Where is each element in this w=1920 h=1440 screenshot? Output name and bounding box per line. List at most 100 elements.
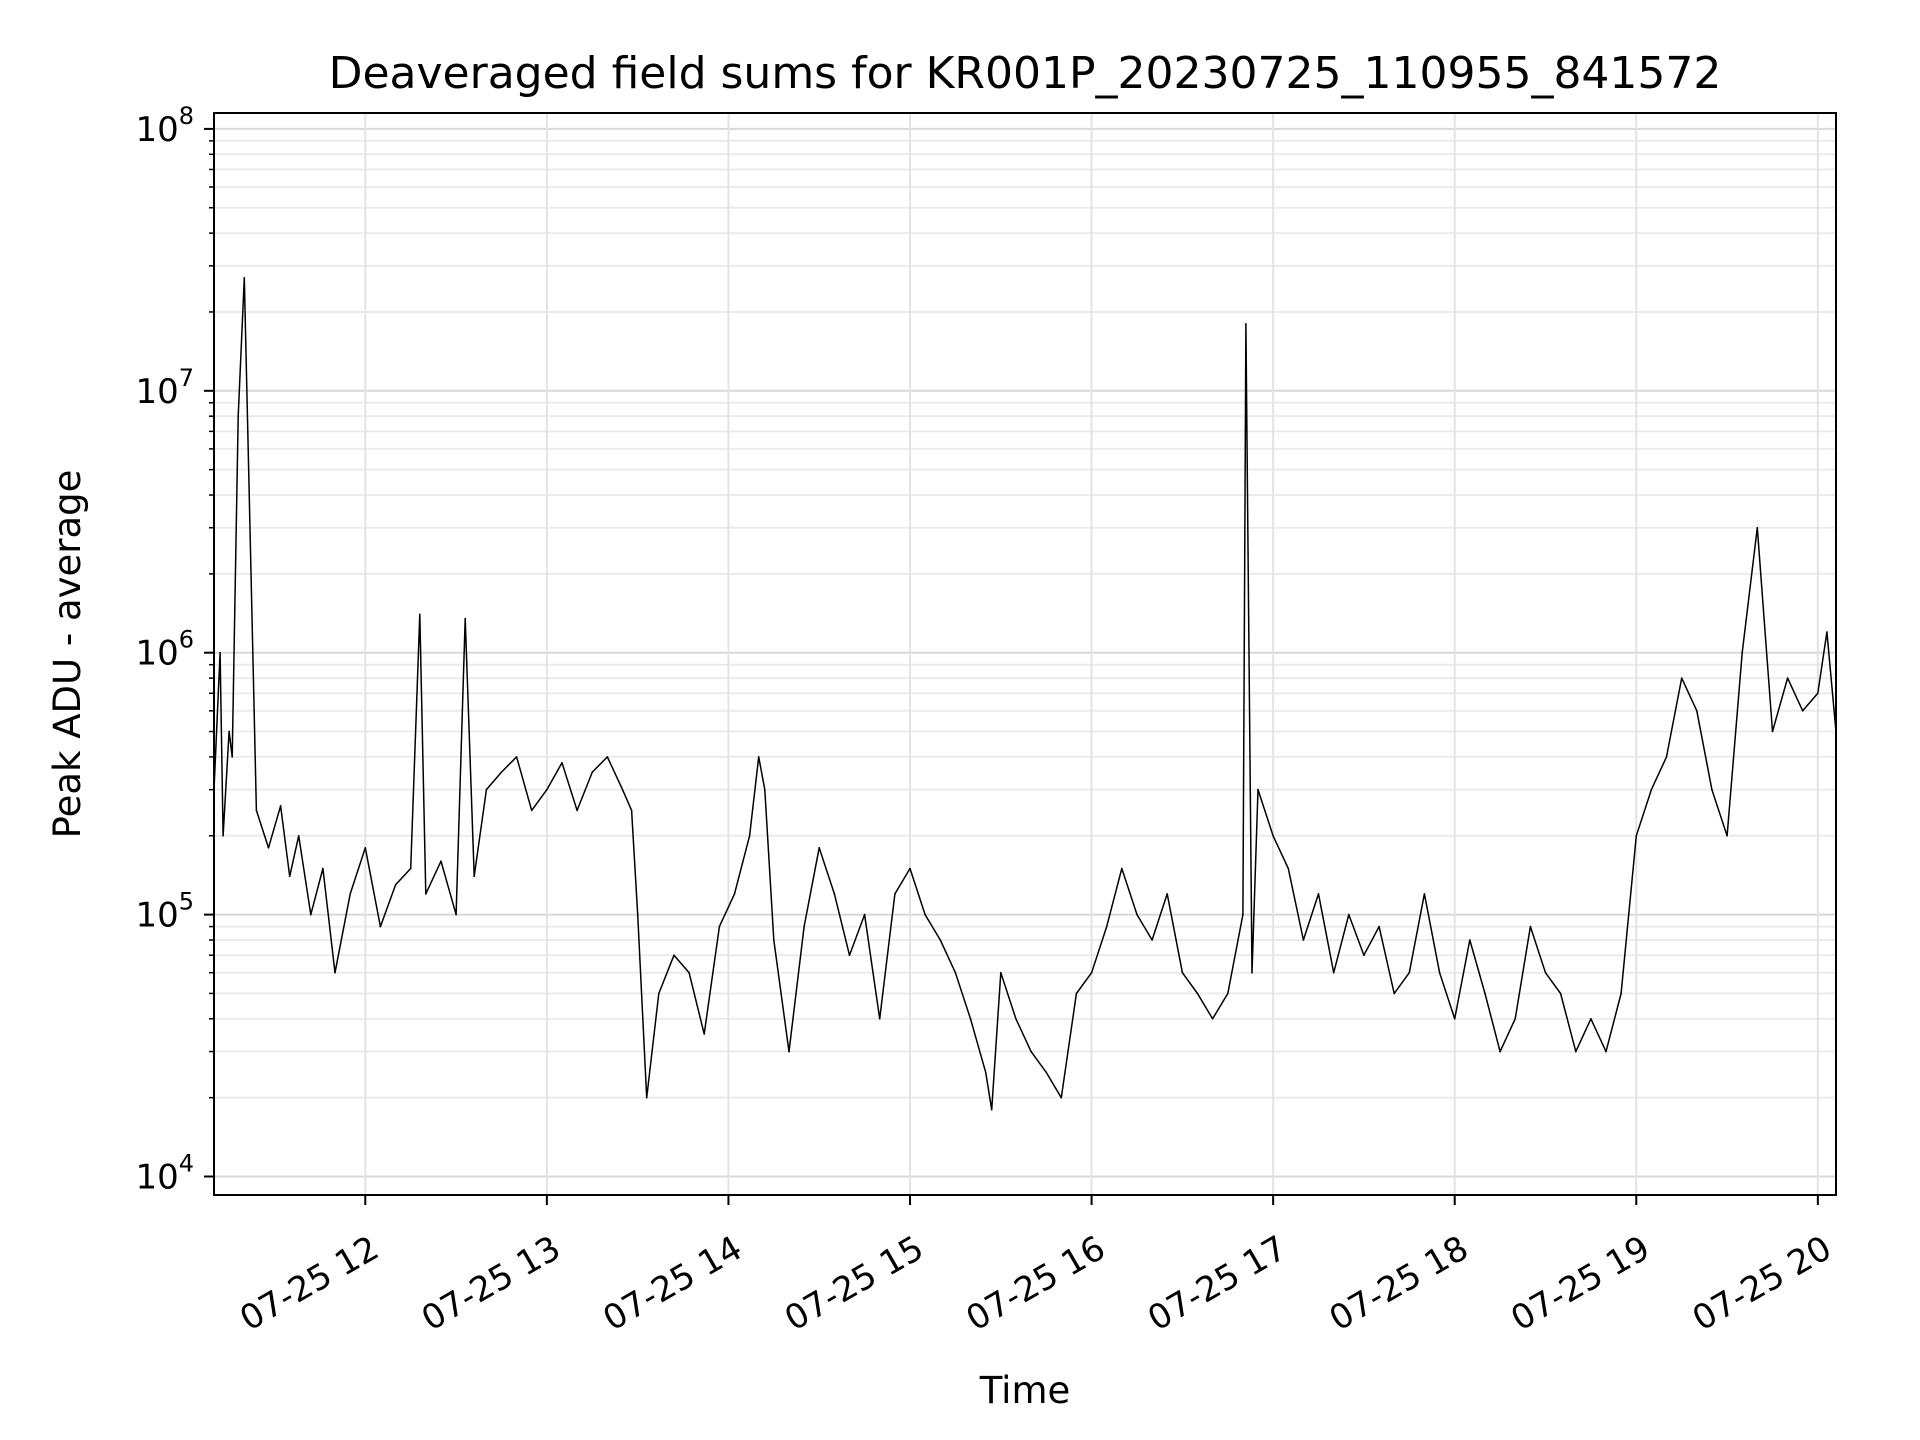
data-point [757,756,760,758]
data-point [1756,526,1759,529]
y-tick-base: 10 [135,110,178,150]
data-point [621,788,624,791]
data-point [718,925,721,928]
data-point [1635,835,1638,837]
data-point [576,809,578,812]
data-point [1000,971,1002,974]
data-point [1786,677,1789,679]
data-point [1559,992,1562,995]
data-point [1529,925,1532,928]
data-point [425,893,427,895]
data-point [1801,710,1804,712]
data-point [255,809,258,812]
data-point [310,913,312,916]
data-point [688,971,690,974]
data-point [1015,1018,1017,1020]
data-point [954,971,957,974]
data-point [848,954,851,956]
data-point [409,867,412,870]
grid-minor [214,139,1836,1099]
data-point [939,939,942,941]
data-point [1469,939,1471,941]
plot-frame [213,112,1837,1196]
data-point [773,939,775,941]
data-point [1060,1096,1063,1099]
data-point [1544,971,1547,974]
data-point [984,1071,987,1074]
data-point [1605,1050,1607,1053]
y-axis-label: Peak ADU - average [46,470,89,839]
data-point [440,860,442,862]
data-point [1650,788,1653,791]
y-tick-exponent: 6 [179,626,194,654]
y-tick-base: 10 [135,372,178,412]
data-point [1826,631,1828,633]
grid-major [214,113,1836,1195]
data-point [703,1033,705,1035]
y-tick-exponent: 5 [179,888,194,916]
data-point [334,971,336,974]
data-point [818,847,820,849]
data-point [561,762,563,764]
data-point [1408,971,1411,974]
x-axis-label: Time [979,1369,1071,1412]
data-point [1196,992,1199,995]
data-point [455,913,457,916]
data-point [733,893,736,895]
data-point [1771,730,1774,733]
data-point [473,875,476,878]
data-point [1590,1018,1592,1020]
data-point [1348,913,1350,916]
data-point [909,867,911,870]
data-point [1665,756,1668,758]
y-tick-label: 108 [135,102,194,150]
data-point [863,913,866,916]
data-point [222,835,224,837]
data-point [1030,1050,1032,1053]
data-point [288,875,291,878]
data-point [1620,992,1622,995]
data-point [1121,867,1123,870]
data-point [394,884,397,886]
data-point [267,847,270,849]
data-point [788,1050,790,1053]
data-point [485,788,488,791]
data-point [636,913,639,916]
data-point [546,788,548,791]
data-point [1045,1071,1047,1074]
plot-area [213,277,1837,1111]
data-point [364,847,367,849]
data-point [630,809,633,812]
data-point [1438,971,1441,974]
data-point [1393,992,1395,995]
y-tick-label: 107 [135,364,194,412]
data-point [1242,913,1244,916]
y-tick-label: 106 [135,626,194,674]
data-point [237,415,239,418]
data-point [1257,788,1259,791]
data-point [1363,954,1365,956]
data-point [243,277,246,279]
data-point [1075,992,1078,995]
data-point [1090,971,1093,974]
data-point [1332,971,1335,974]
chart-title: Deaveraged field sums for KR001P_2023072… [329,48,1722,99]
data-point [1166,893,1168,895]
data-point [990,1108,993,1111]
data-point [1317,893,1320,895]
data-point [833,893,836,895]
data-point [1245,323,1247,325]
data-point [379,925,382,928]
data-point [231,756,233,758]
data-point [1181,971,1184,974]
y-tick-label: 105 [135,888,194,936]
y-tick-base: 10 [135,634,178,674]
data-point [969,1018,972,1020]
data-point [464,617,467,620]
data-point [878,1018,881,1020]
y-tick-base: 10 [135,1158,178,1198]
data-point [1484,992,1486,995]
